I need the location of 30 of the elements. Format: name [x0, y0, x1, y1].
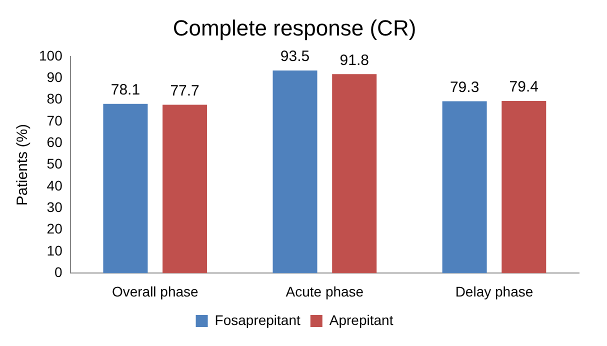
legend-label: Fosaprepitant	[214, 312, 301, 328]
y-tick-label: 40	[46, 177, 63, 194]
y-tick-label: 0	[54, 264, 63, 280]
x-tick-label: Acute phase	[286, 283, 364, 300]
y-tick-label: 90	[46, 68, 63, 85]
y-tick-label: 30	[46, 199, 63, 216]
y-tick-label: 80	[46, 90, 63, 107]
data-label: 79.3	[450, 78, 480, 96]
y-tick-label: 60	[46, 134, 63, 150]
x-tick-label: Overall phase	[112, 283, 199, 300]
y-tick-label: 100	[39, 47, 63, 64]
y-tick-label: 50	[46, 156, 63, 172]
y-tick-label: 70	[46, 112, 63, 128]
bar	[103, 104, 148, 274]
bar	[442, 101, 487, 274]
data-label: 77.7	[170, 82, 200, 100]
data-label: 79.4	[509, 78, 538, 96]
bar	[332, 74, 377, 274]
bar	[502, 101, 546, 274]
y-tick-label: 20	[46, 220, 63, 237]
y-tick-label: 10	[46, 242, 63, 258]
x-tick-label: Delay phase	[455, 283, 534, 300]
data-label: 78.1	[110, 82, 140, 99]
data-label: 93.5	[280, 48, 310, 66]
legend-label: Aprepitant	[329, 312, 394, 328]
data-label: 91.8	[340, 52, 369, 69]
y-axis-title: Patients (%)	[14, 124, 32, 206]
bar	[162, 104, 208, 274]
bar	[272, 70, 318, 274]
chart-title: Complete response (CR)	[172, 15, 416, 40]
